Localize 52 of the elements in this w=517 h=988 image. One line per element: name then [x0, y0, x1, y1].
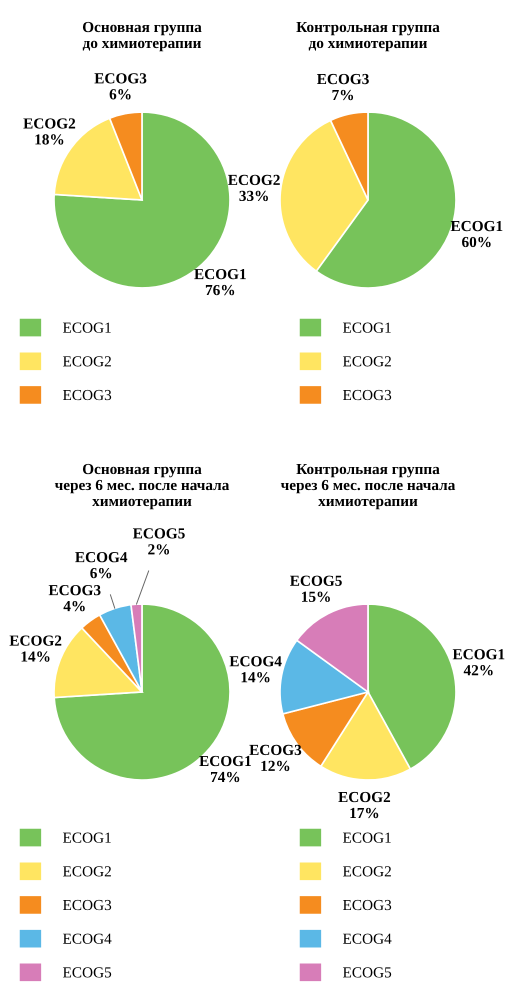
slice-label: ECOG2 [338, 792, 390, 802]
legend-label: ECOG2 [62, 356, 111, 366]
data-label: 42% [464, 665, 493, 676]
slice-label: ECOG4 [75, 552, 128, 562]
data-label: 33% [239, 190, 268, 202]
slice-label: ECOG1 [194, 268, 246, 280]
data-label: 6% [90, 568, 112, 578]
chart-title: Основная группа через 6 мес. после начала химиотерапии [54, 464, 230, 510]
slice-label: ECOG1 [199, 756, 251, 766]
legend-label: ECOG3 [62, 900, 112, 910]
data-label: 4% [64, 600, 85, 612]
legend-label: ECOG5 [342, 967, 392, 978]
chart-title: Контрольная группа до химиотерапии [296, 22, 440, 52]
slice-label: ECOG3 [94, 73, 146, 84]
data-label: 74% [210, 772, 240, 782]
legend-label: ECOG3 [342, 900, 392, 910]
slice-label: ECOG1 [450, 220, 502, 232]
data-label: 7% [332, 90, 354, 100]
legend-label: ECOG4 [342, 934, 392, 944]
data-label: 76% [206, 284, 234, 296]
chart-title: Контрольная группа через 6 мес. после начала химиотерапии [280, 464, 456, 510]
legend-label: ECOG3 [62, 390, 112, 400]
legend-label: ECOG1 [62, 322, 111, 333]
legend-label: ECOG2 [62, 866, 111, 876]
slice-label: ECOG5 [132, 528, 185, 539]
slice-label: ECOG3 [249, 744, 302, 756]
legend-label: ECOG2 [342, 356, 391, 366]
legend-label: ECOG1 [342, 832, 391, 843]
slice-label: ECOG3 [48, 585, 101, 596]
data-label: 6% [110, 89, 131, 100]
chart-title: Основная группа до химиотерапии [82, 22, 202, 52]
slice-label: ECOG5 [290, 576, 342, 586]
legend-label: ECOG1 [342, 322, 391, 333]
data-label: 60% [462, 236, 491, 248]
slice-label: ECOG1 [452, 649, 504, 660]
data-label: 12% [261, 760, 290, 772]
data-label: 17% [350, 808, 378, 818]
data-label: 18% [35, 134, 64, 145]
legend-label: ECOG1 [62, 832, 111, 843]
slice-label: ECOG2 [228, 174, 280, 186]
legend-label: ECOG2 [342, 866, 391, 876]
data-label: 14% [22, 651, 50, 662]
data-label: 14% [242, 672, 270, 682]
slice-label: ECOG4 [230, 656, 282, 666]
slice-label: ECOG3 [316, 74, 369, 84]
slice-label: ECOG2 [10, 635, 62, 646]
data-label: 2% [148, 544, 170, 555]
legend-label: ECOG3 [342, 390, 392, 400]
legend-label: ECOG4 [62, 934, 112, 944]
data-label: 15% [302, 592, 330, 602]
legend-label: ECOG5 [62, 967, 112, 978]
slice-label: ECOG2 [23, 118, 76, 129]
